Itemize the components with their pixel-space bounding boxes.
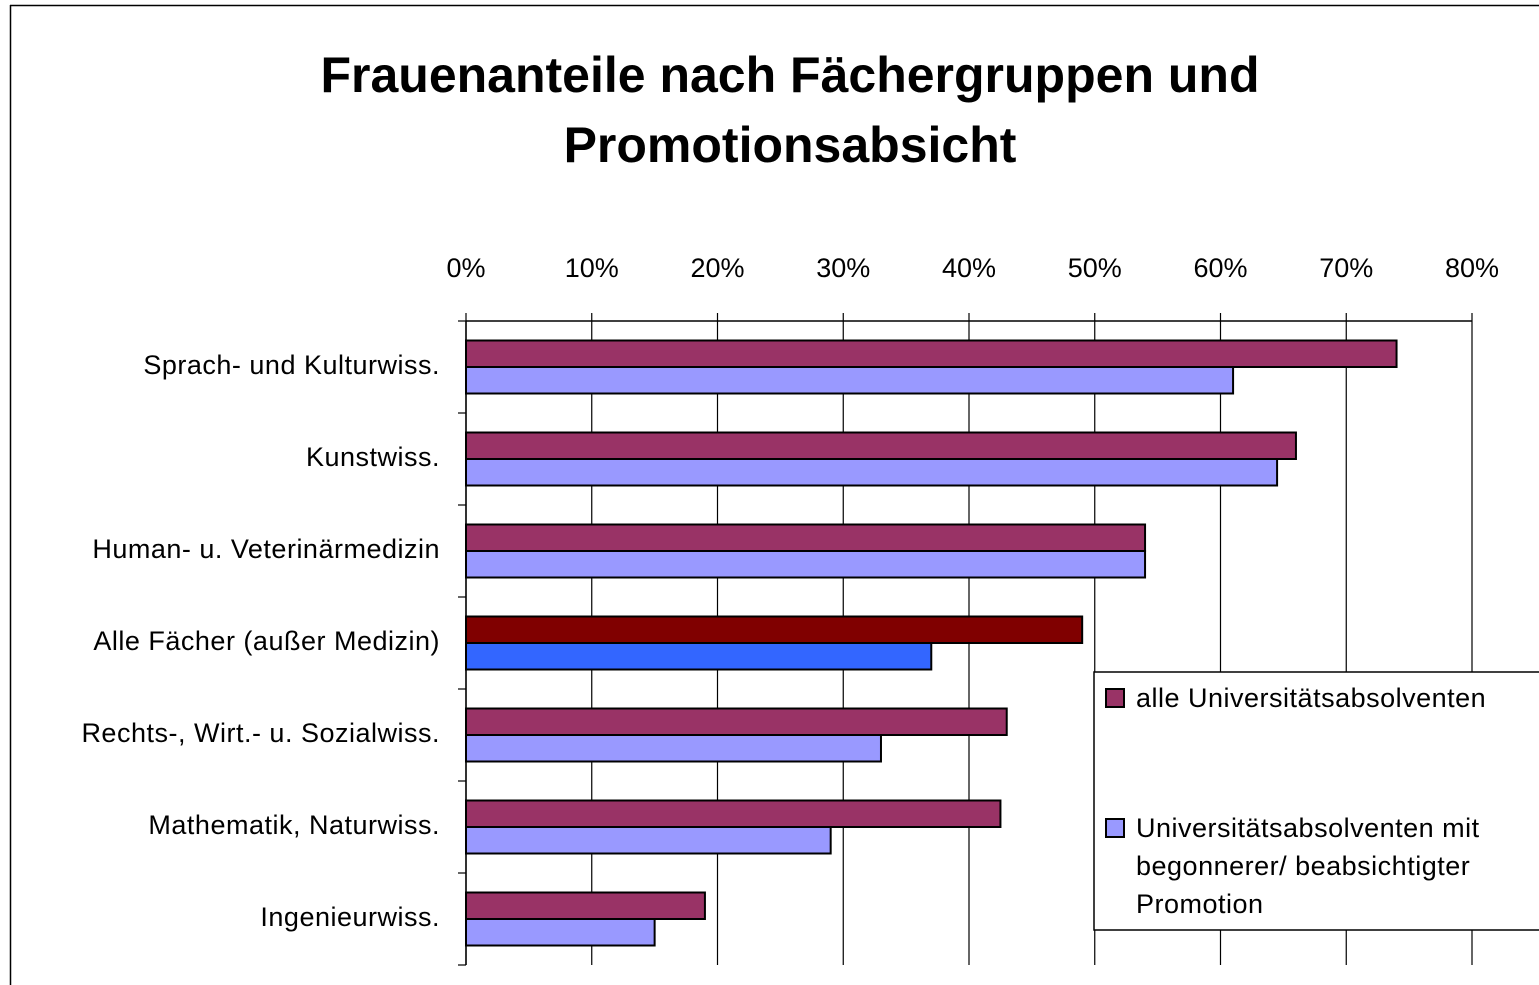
bar — [465, 431, 1297, 460]
x-tick-label: 50% — [1068, 253, 1122, 283]
bar — [465, 339, 1398, 368]
y-tick-label: Rechts-, Wirt.- u. Sozialwiss. — [81, 718, 440, 748]
bar — [465, 734, 882, 763]
y-tick-label: Ingenieurwiss. — [260, 902, 440, 932]
y-tick-label: Human- u. Veterinärmedizin — [92, 534, 440, 564]
bar — [465, 523, 1147, 552]
legend-label: alle Universitätsabsolventen — [1136, 683, 1487, 713]
y-tick-label: Sprach- und Kulturwiss. — [143, 350, 440, 380]
legend-label: Universitätsabsolventen mit begonnerer/ … — [1136, 813, 1480, 919]
bar — [465, 826, 832, 855]
bar — [465, 366, 1235, 395]
x-tick-label: 10% — [565, 253, 619, 283]
legend-swatch — [1105, 818, 1125, 838]
x-tick-label: 30% — [816, 253, 870, 283]
bar — [465, 891, 706, 920]
x-tick-label: 0% — [446, 253, 485, 283]
y-tick-label: Alle Fächer (außer Medizin) — [93, 626, 440, 656]
y-tick-label: Mathematik, Naturwiss. — [148, 810, 440, 840]
bar — [465, 458, 1279, 487]
legend-box — [1093, 671, 1539, 931]
x-tick-label: 20% — [690, 253, 744, 283]
bar — [465, 707, 1008, 736]
y-tick-label: Kunstwiss. — [306, 442, 440, 472]
bar — [465, 550, 1147, 579]
x-tick-label: 40% — [942, 253, 996, 283]
legend-swatch — [1105, 688, 1125, 708]
bar — [465, 642, 933, 671]
bar — [465, 918, 656, 947]
x-tick-label: 70% — [1319, 253, 1373, 283]
chart-title: Frauenanteile nach Fächergruppen und Pro… — [320, 47, 1260, 173]
bar — [465, 799, 1002, 828]
x-tick-label: 80% — [1445, 253, 1499, 283]
bar — [465, 615, 1084, 644]
x-tick-label: 60% — [1193, 253, 1247, 283]
